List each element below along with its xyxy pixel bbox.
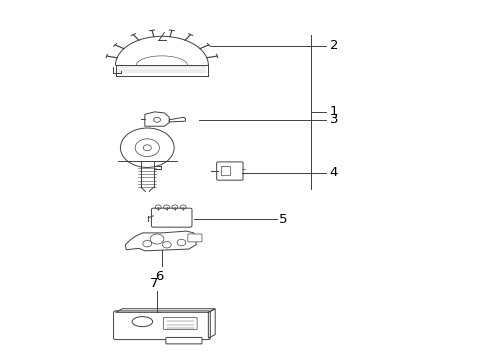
- FancyBboxPatch shape: [188, 234, 202, 242]
- FancyBboxPatch shape: [163, 318, 197, 329]
- Text: 6: 6: [155, 270, 164, 283]
- Text: 5: 5: [279, 213, 288, 226]
- Text: 2: 2: [330, 39, 338, 52]
- FancyBboxPatch shape: [114, 311, 210, 339]
- FancyBboxPatch shape: [166, 337, 202, 344]
- Text: 1: 1: [330, 105, 338, 118]
- FancyBboxPatch shape: [217, 162, 243, 180]
- Text: 3: 3: [330, 113, 338, 126]
- FancyBboxPatch shape: [221, 166, 230, 176]
- Text: 7: 7: [150, 277, 159, 290]
- Text: 4: 4: [330, 166, 338, 179]
- FancyBboxPatch shape: [151, 208, 192, 227]
